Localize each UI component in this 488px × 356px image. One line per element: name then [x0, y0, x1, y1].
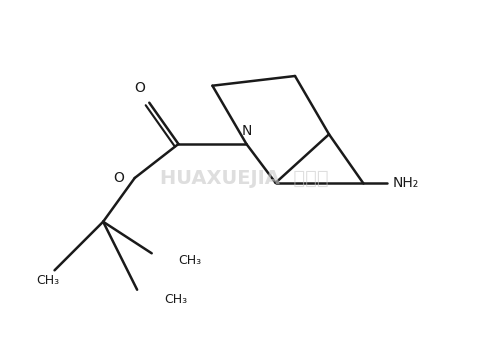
Text: CH₃: CH₃: [164, 293, 187, 306]
Text: HUAXUEJIA  化学加: HUAXUEJIA 化学加: [160, 168, 328, 188]
Text: O: O: [113, 171, 124, 185]
Text: CH₃: CH₃: [179, 254, 202, 267]
Text: NH₂: NH₂: [392, 176, 418, 190]
Text: N: N: [241, 124, 252, 138]
Text: O: O: [134, 82, 145, 95]
Text: CH₃: CH₃: [36, 273, 59, 287]
